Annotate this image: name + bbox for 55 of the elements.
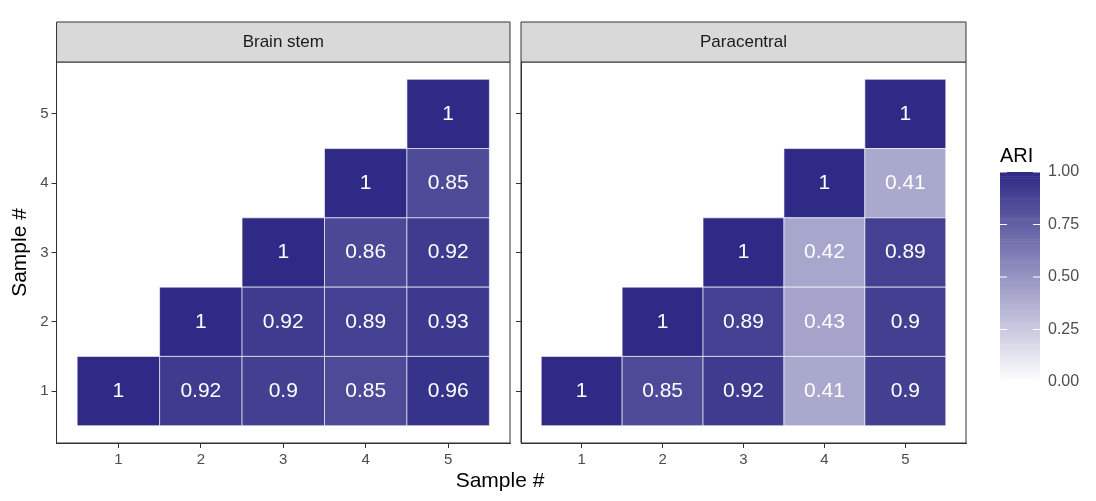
data-label: 0.41	[884, 170, 926, 194]
data-label: 0.96	[427, 377, 469, 401]
x-tick-label: 4	[361, 450, 370, 468]
y-tick-label: 4	[40, 173, 49, 191]
y-tick-label: 1	[40, 381, 49, 399]
y-tick-label: 2	[40, 311, 49, 329]
data-label: 1	[277, 239, 290, 263]
data-label: 0.41	[803, 377, 845, 401]
data-label: 1	[656, 308, 669, 332]
data-label: 0.42	[803, 239, 845, 263]
data-label: 1	[899, 100, 912, 124]
x-tick-label: 2	[658, 450, 667, 468]
data-label: 1	[112, 377, 125, 401]
data-label: 1	[737, 239, 750, 263]
y-tick-label: 5	[40, 104, 49, 122]
color-bar-title: ARI	[1000, 144, 1034, 166]
data-label: 0.89	[884, 239, 926, 263]
x-tick-label: 2	[196, 450, 205, 468]
data-label: 1	[442, 100, 455, 124]
color-bar-label: 0.25	[1048, 319, 1080, 337]
data-label: 0.89	[345, 308, 387, 332]
data-label: 1	[194, 308, 207, 332]
x-tick-label: 4	[820, 450, 829, 468]
data-label: 0.85	[427, 170, 469, 194]
data-label: 0.89	[723, 308, 764, 332]
color-bar-label: 0.50	[1048, 267, 1080, 285]
data-label: 0.85	[345, 377, 387, 401]
data-label: 1	[359, 170, 372, 194]
x-axis-title: Sample #	[454, 468, 546, 492]
x-tick-label: 1	[577, 450, 586, 468]
y-tick-label: 3	[40, 242, 49, 260]
color-bar-label: 0.75	[1048, 214, 1080, 232]
data-label: 0.86	[345, 239, 387, 263]
chart-title: Brain stem	[242, 31, 324, 51]
data-label: 0.43	[803, 308, 845, 332]
data-label: 0.92	[723, 377, 764, 401]
y-axis-title: Sample #	[7, 207, 31, 297]
data-label: 0.92	[262, 308, 304, 332]
x-tick-label: 5	[901, 450, 910, 468]
data-label: 0.92	[180, 377, 222, 401]
data-label: 1	[818, 170, 831, 194]
chart-title: Paracentral	[700, 31, 787, 51]
x-tick-label: 3	[279, 450, 288, 468]
data-label: 0.9	[890, 377, 920, 401]
data-label: 0.85	[642, 377, 684, 401]
data-label: 0.92	[427, 239, 469, 263]
color-bar-label: 0.00	[1048, 372, 1080, 390]
color-bar-label: 1.00	[1048, 162, 1080, 180]
data-label: 0.9	[890, 308, 920, 332]
x-tick-label: 5	[443, 450, 453, 468]
x-tick-label: 3	[739, 450, 748, 468]
data-label: 1	[575, 377, 588, 401]
data-label: 0.9	[268, 377, 298, 401]
x-tick-label: 1	[114, 450, 123, 468]
data-label: 0.93	[427, 308, 469, 332]
